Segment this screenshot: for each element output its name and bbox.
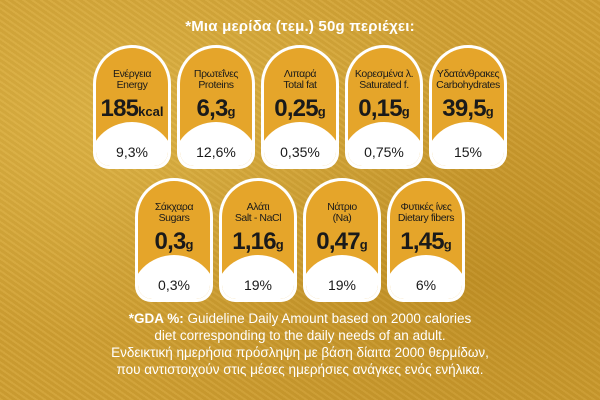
nutrient-value: 1,16g — [232, 228, 284, 255]
nutrient-card-total-fat: Λιπαρά Total fat 0,25g 0,35% — [261, 45, 339, 169]
nutrient-card-proteins: Πρωτεΐνες Proteins 6,3g 12,6% — [177, 45, 255, 169]
label-greek: Υδατάνθρακες — [436, 68, 500, 80]
percent-area — [348, 122, 420, 166]
label-english: Salt - NaCl — [234, 212, 282, 224]
footnote-line-1: *GDA %: Guideline Daily Amount based on … — [128, 311, 472, 326]
footnote-line-2: diet corresponding to the daily needs of… — [154, 328, 446, 343]
label-english: Saturated f. — [359, 79, 409, 91]
gda-percent: 19% — [243, 277, 273, 293]
nutrient-card-saturated-fat: Κορεσμένα λ. Saturated f. 0,15g 0,75% — [345, 45, 423, 169]
gda-percent: 0,3% — [158, 277, 190, 293]
percent-area — [96, 122, 168, 166]
label-greek: Νάτριο — [327, 201, 357, 213]
percent-area — [222, 255, 294, 299]
percent-area — [264, 122, 336, 166]
label-english: Total fat — [283, 79, 317, 91]
nutrient-card-dietary-fibers: Φυτικές ίνες Dietary fibers 1,45g 6% — [387, 178, 465, 302]
nutrient-value: 0,3g — [154, 228, 194, 255]
label-greek: Λιπαρά — [283, 68, 317, 80]
nutrient-value: 0,25g — [274, 95, 326, 122]
label-english: Proteins — [198, 79, 234, 91]
percent-area — [306, 255, 378, 299]
gda-label: *GDA %: — [128, 311, 184, 326]
gda-percent: 19% — [327, 277, 357, 293]
footnote-line-4: που αντιστοιχούν στις μέσες ημερήσιες αν… — [116, 362, 484, 377]
nutrient-value: 185kcal — [100, 95, 164, 122]
nutrient-card-sugars: Σάκχαρα Sugars 0,3g 0,3% — [135, 178, 213, 302]
label-greek: Αλάτι — [246, 201, 270, 213]
label-greek: Σάκχαρα — [154, 201, 194, 213]
gda-footnote: *GDA %: Guideline Daily Amount based on … — [0, 310, 600, 378]
label-greek: Κορεσμένα λ. — [354, 68, 414, 80]
label-english: Dietary fibers — [397, 212, 455, 224]
serving-header: *Μια μερίδα (τεμ.) 50g περιέχει: — [185, 18, 415, 35]
label-greek: Πρωτεΐνες — [193, 68, 239, 80]
nutrient-value: 0,47g — [316, 228, 368, 255]
nutrient-card-carbohydrates: Υδατάνθρακες Carbohydrates 39,5g 15% — [429, 45, 507, 169]
label-english: Energy — [116, 79, 148, 91]
footnote-line-3: Ενδεικτική ημερήσια πρόσληψη με βάση δία… — [111, 345, 489, 360]
percent-area — [390, 255, 462, 299]
nutrient-row-2: Σάκχαρα Sugars 0,3g 0,3% Αλάτι Salt - Na… — [0, 178, 600, 302]
nutrient-value: 0,15g — [358, 95, 410, 122]
gda-percent: 0,75% — [364, 144, 404, 160]
label-greek: Φυτικές ίνες — [400, 201, 452, 213]
percent-area — [138, 255, 210, 299]
gda-percent: 0,35% — [280, 144, 320, 160]
gda-percent: 9,3% — [116, 144, 148, 160]
nutrient-row-1: Ενέργεια Energy 185kcal 9,3% Πρωτεΐνες P… — [0, 45, 600, 169]
nutrient-card-sodium: Νάτριο (Na) 0,47g 19% — [303, 178, 381, 302]
percent-area — [432, 122, 504, 166]
label-english: (Na) — [332, 212, 352, 224]
gda-percent: 15% — [453, 144, 483, 160]
label-english: Sugars — [158, 212, 190, 224]
nutrient-card-energy: Ενέργεια Energy 185kcal 9,3% — [93, 45, 171, 169]
gda-percent: 12,6% — [196, 144, 236, 160]
gda-percent: 6% — [415, 277, 437, 293]
percent-area — [180, 122, 252, 166]
label-greek: Ενέργεια — [112, 68, 152, 80]
nutrient-card-salt: Αλάτι Salt - NaCl 1,16g 19% — [219, 178, 297, 302]
nutrient-value: 6,3g — [196, 95, 236, 122]
label-english: Carbohydrates — [436, 79, 500, 91]
nutrient-value: 39,5g — [442, 95, 494, 122]
nutrient-value: 1,45g — [400, 228, 452, 255]
